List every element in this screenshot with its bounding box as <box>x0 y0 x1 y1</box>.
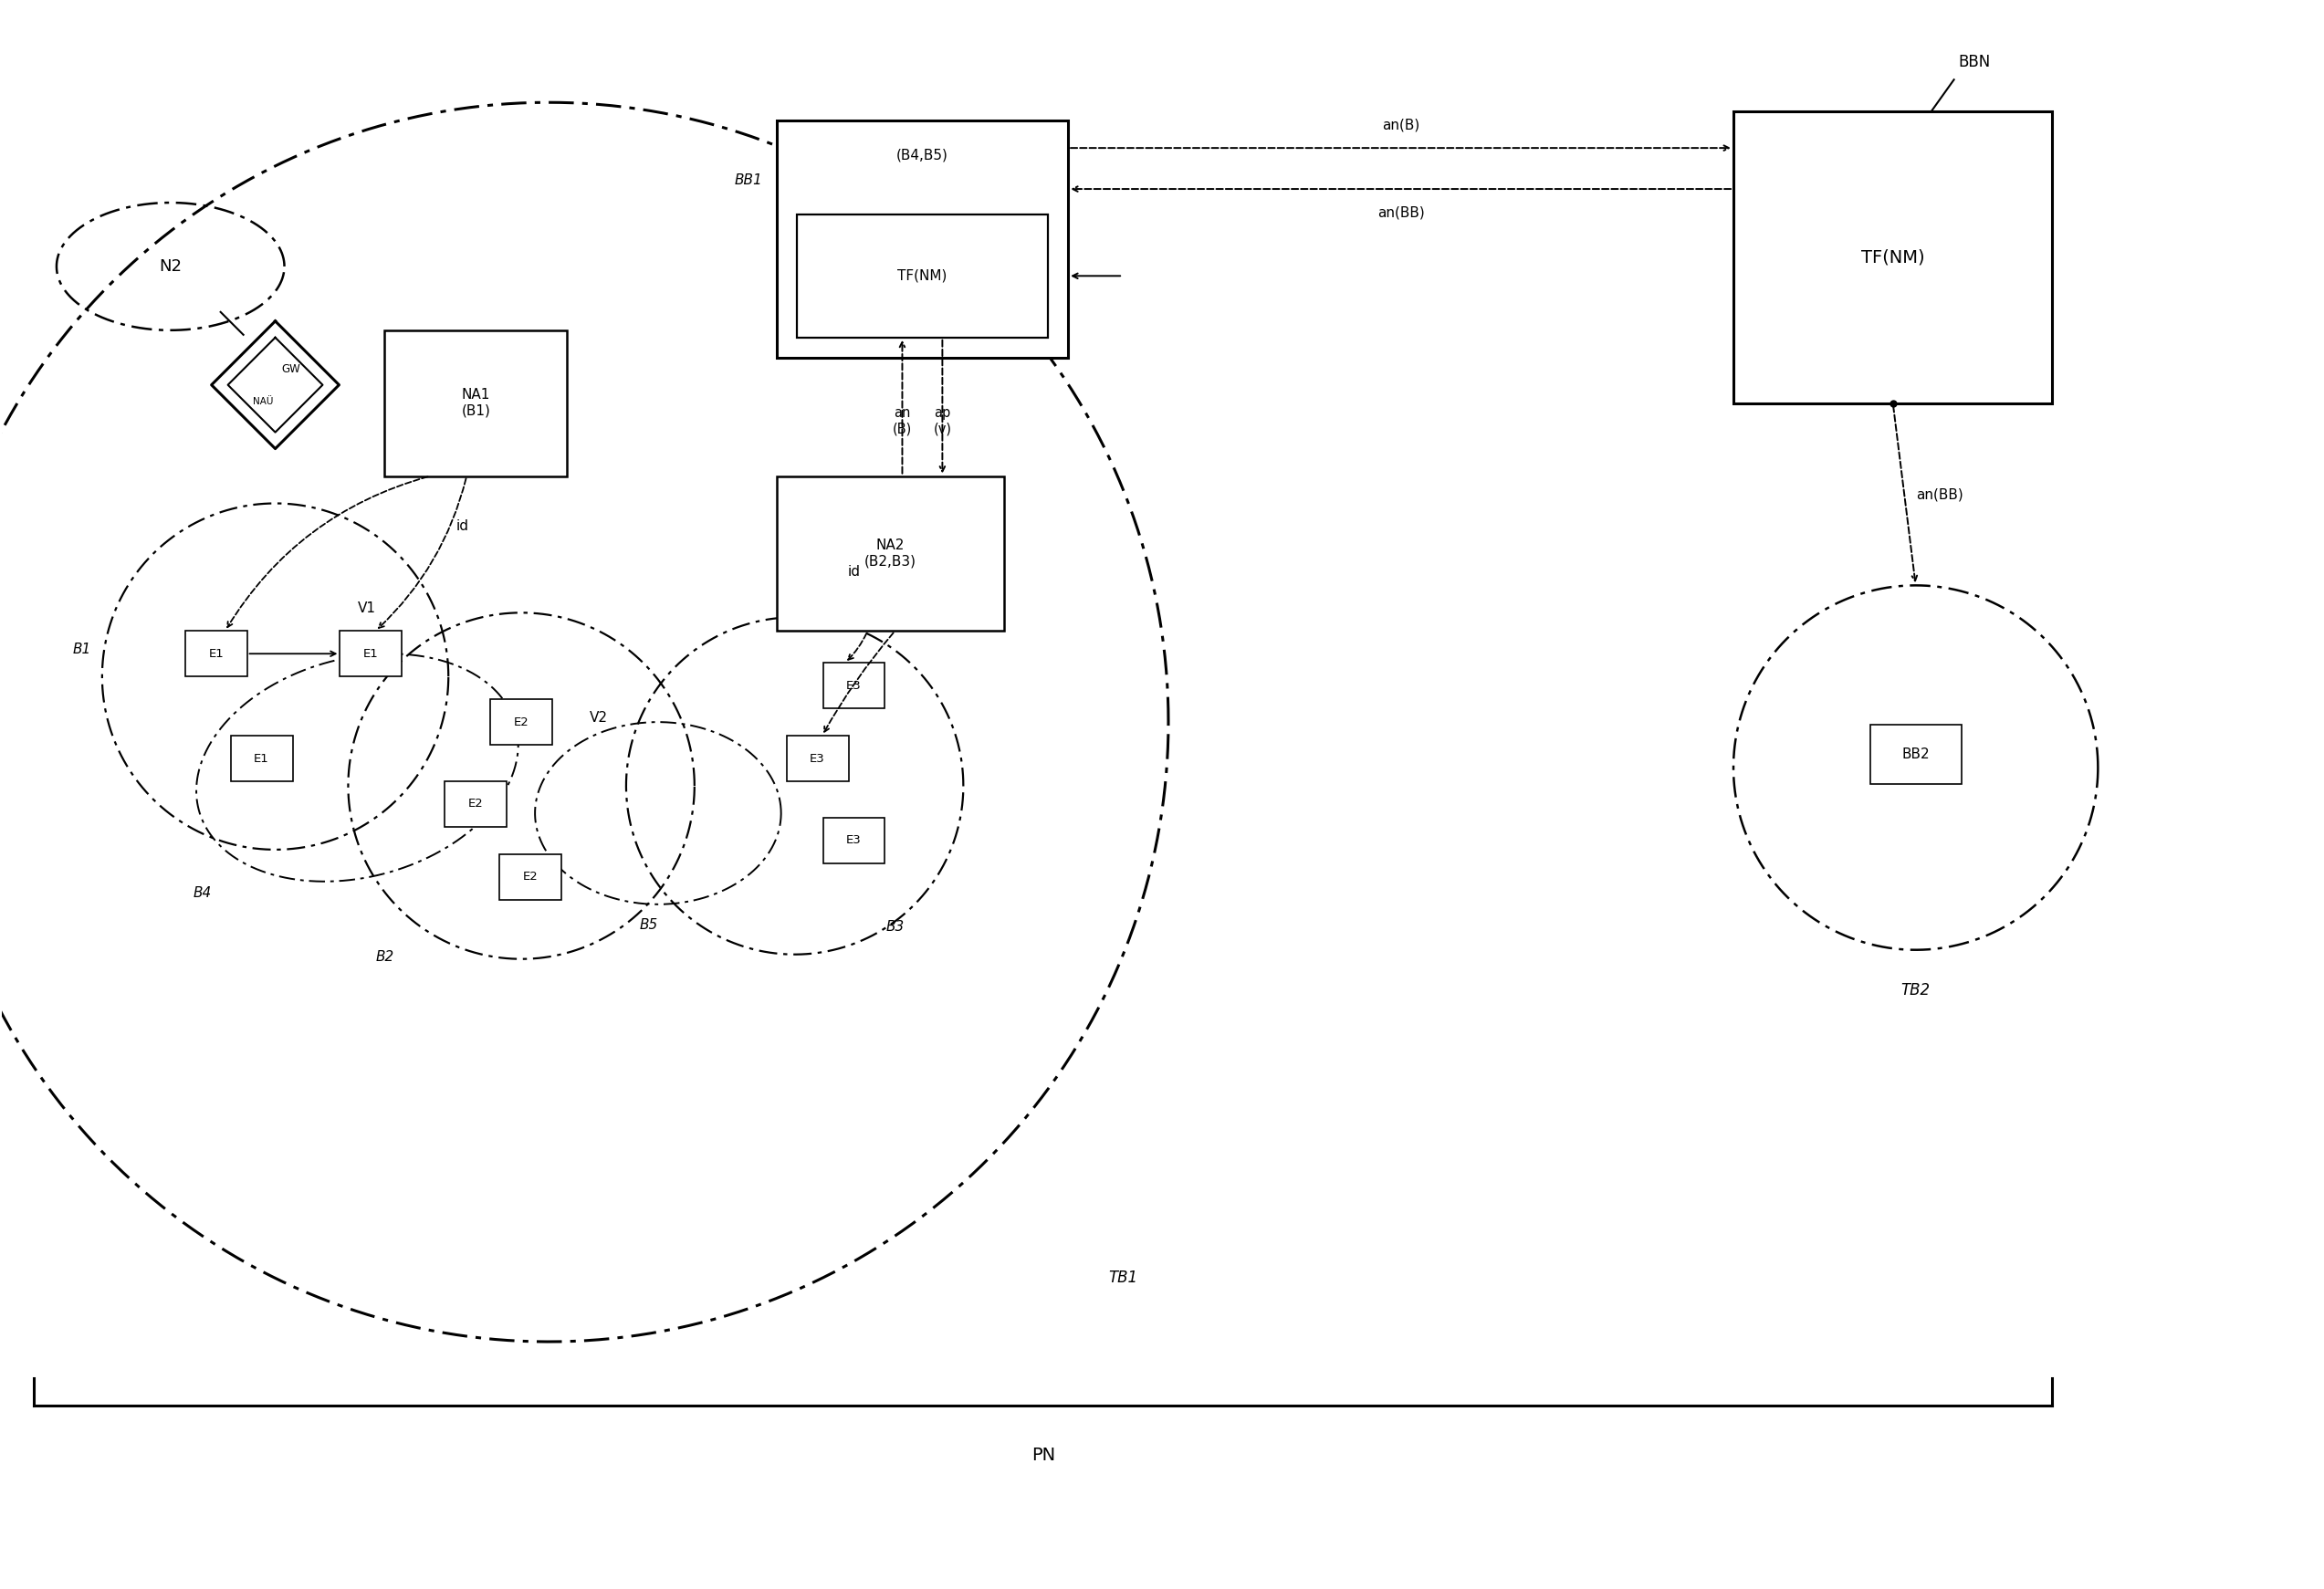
Bar <box>490 699 553 745</box>
Text: an(BB): an(BB) <box>1378 205 1425 219</box>
Text: GW: GW <box>281 364 300 375</box>
Bar <box>383 331 567 477</box>
Bar <box>776 477 1004 631</box>
Bar <box>786 736 848 782</box>
Text: TF(NM): TF(NM) <box>897 269 948 283</box>
Text: NA2
(B2,B3): NA2 (B2,B3) <box>865 539 916 569</box>
Text: E2: E2 <box>523 871 539 883</box>
Text: (B4,B5): (B4,B5) <box>897 148 948 162</box>
Text: an
(B): an (B) <box>892 407 911 435</box>
Text: an(BB): an(BB) <box>1915 488 1964 501</box>
Bar <box>797 215 1048 337</box>
Text: E1: E1 <box>363 648 379 659</box>
Text: N2: N2 <box>158 259 181 275</box>
Bar <box>823 663 885 709</box>
Text: TB2: TB2 <box>1901 982 1931 998</box>
Text: E3: E3 <box>809 753 825 764</box>
Bar <box>1871 725 1961 783</box>
Text: TF(NM): TF(NM) <box>1862 248 1924 265</box>
Text: id: id <box>456 520 469 532</box>
Text: NAÜ: NAÜ <box>253 397 274 405</box>
Bar <box>186 631 246 677</box>
Text: B3: B3 <box>885 920 904 934</box>
Text: NA1
(B1): NA1 (B1) <box>460 388 490 418</box>
Text: E2: E2 <box>467 798 483 810</box>
Text: B4: B4 <box>193 887 211 899</box>
Bar <box>444 782 507 826</box>
Text: BB1: BB1 <box>734 173 762 188</box>
Text: E1: E1 <box>253 753 270 764</box>
Bar <box>823 818 885 863</box>
Text: V2: V2 <box>590 710 609 725</box>
Text: B1: B1 <box>72 642 91 656</box>
Text: E3: E3 <box>846 834 862 847</box>
Text: B5: B5 <box>639 918 658 931</box>
Text: id: id <box>848 564 860 578</box>
Text: ap
(v): ap (v) <box>934 407 951 435</box>
Bar <box>339 631 402 677</box>
Text: an(B): an(B) <box>1383 118 1420 132</box>
Bar <box>230 736 293 782</box>
Text: V1: V1 <box>358 601 376 615</box>
Text: E1: E1 <box>209 648 223 659</box>
Text: PN: PN <box>1032 1446 1055 1463</box>
Text: B2: B2 <box>376 950 393 963</box>
Text: TB1: TB1 <box>1109 1270 1136 1286</box>
Bar <box>1734 111 2052 404</box>
Text: BB2: BB2 <box>1901 747 1929 761</box>
Text: BBN: BBN <box>1959 54 1992 70</box>
Text: E3: E3 <box>846 680 862 691</box>
Text: E2: E2 <box>514 717 530 728</box>
Bar <box>776 121 1069 358</box>
Bar <box>500 855 562 899</box>
